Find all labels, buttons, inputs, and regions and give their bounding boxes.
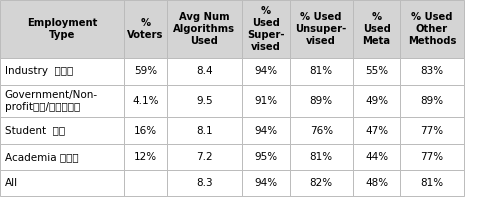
Text: % Used
Other
Methods: % Used Other Methods (408, 12, 456, 46)
Bar (400, 117, 464, 144)
Bar (353, 85, 400, 117)
Text: Student  学生: Student 学生 (5, 125, 65, 136)
Bar (353, 0, 400, 58)
Bar (290, 85, 353, 117)
Text: 12%: 12% (134, 152, 157, 162)
Text: 91%: 91% (254, 96, 278, 106)
Bar (400, 58, 464, 85)
Text: 95%: 95% (254, 152, 278, 162)
Bar (124, 0, 167, 58)
Text: 8.1: 8.1 (196, 125, 213, 136)
Bar (242, 58, 290, 85)
Text: 83%: 83% (420, 66, 444, 76)
Text: 81%: 81% (310, 66, 333, 76)
Bar (124, 58, 167, 85)
Bar (124, 85, 167, 117)
Text: %
Voters: % Voters (127, 18, 163, 40)
Text: %
Used
Super-
vised: % Used Super- vised (247, 6, 285, 52)
Text: Employment
Type: Employment Type (27, 18, 97, 40)
Bar (290, 144, 353, 170)
Bar (167, 85, 242, 117)
Bar (0, 0, 124, 58)
Text: 76%: 76% (310, 125, 333, 136)
Text: 4.1%: 4.1% (132, 96, 158, 106)
Text: 94%: 94% (254, 66, 278, 76)
Text: 77%: 77% (420, 125, 444, 136)
Bar (242, 144, 290, 170)
Bar (242, 85, 290, 117)
Bar (242, 117, 290, 144)
Bar (167, 144, 242, 170)
Text: 94%: 94% (254, 125, 278, 136)
Text: 94%: 94% (254, 178, 278, 188)
Bar (0, 58, 124, 85)
Text: 16%: 16% (134, 125, 157, 136)
Text: 8.4: 8.4 (196, 66, 213, 76)
Bar (0, 117, 124, 144)
Bar (0, 170, 124, 196)
Bar (167, 0, 242, 58)
Bar (353, 144, 400, 170)
Text: 77%: 77% (420, 152, 444, 162)
Bar (0, 85, 124, 117)
Bar (353, 170, 400, 196)
Bar (167, 117, 242, 144)
Bar (400, 170, 464, 196)
Bar (242, 0, 290, 58)
Bar (290, 58, 353, 85)
Text: 55%: 55% (365, 66, 388, 76)
Text: 44%: 44% (365, 152, 388, 162)
Text: Government/Non-
profit政府/非盈利组织: Government/Non- profit政府/非盈利组织 (5, 90, 98, 112)
Text: 9.5: 9.5 (196, 96, 213, 106)
Bar (400, 144, 464, 170)
Text: Academia 学术界: Academia 学术界 (5, 152, 78, 162)
Text: 81%: 81% (420, 178, 444, 188)
Bar (290, 0, 353, 58)
Text: 49%: 49% (365, 96, 388, 106)
Bar (353, 58, 400, 85)
Text: % Used
Unsuper-
vised: % Used Unsuper- vised (295, 12, 347, 46)
Bar (242, 170, 290, 196)
Text: 82%: 82% (310, 178, 333, 188)
Bar (167, 58, 242, 85)
Bar (400, 0, 464, 58)
Text: 7.2: 7.2 (196, 152, 213, 162)
Bar (124, 144, 167, 170)
Bar (353, 117, 400, 144)
Bar (290, 117, 353, 144)
Text: All: All (5, 178, 18, 188)
Text: 89%: 89% (420, 96, 444, 106)
Bar (167, 170, 242, 196)
Bar (290, 170, 353, 196)
Text: 59%: 59% (134, 66, 157, 76)
Text: %
Used
Meta: % Used Meta (363, 12, 391, 46)
Bar (124, 117, 167, 144)
Text: 8.3: 8.3 (196, 178, 213, 188)
Text: 89%: 89% (310, 96, 333, 106)
Text: 48%: 48% (365, 178, 388, 188)
Bar (124, 170, 167, 196)
Text: Industry  工业界: Industry 工业界 (5, 66, 73, 76)
Bar (0, 144, 124, 170)
Bar (400, 85, 464, 117)
Text: 81%: 81% (310, 152, 333, 162)
Text: Avg Num
Algorithms
Used: Avg Num Algorithms Used (174, 12, 235, 46)
Text: 47%: 47% (365, 125, 388, 136)
